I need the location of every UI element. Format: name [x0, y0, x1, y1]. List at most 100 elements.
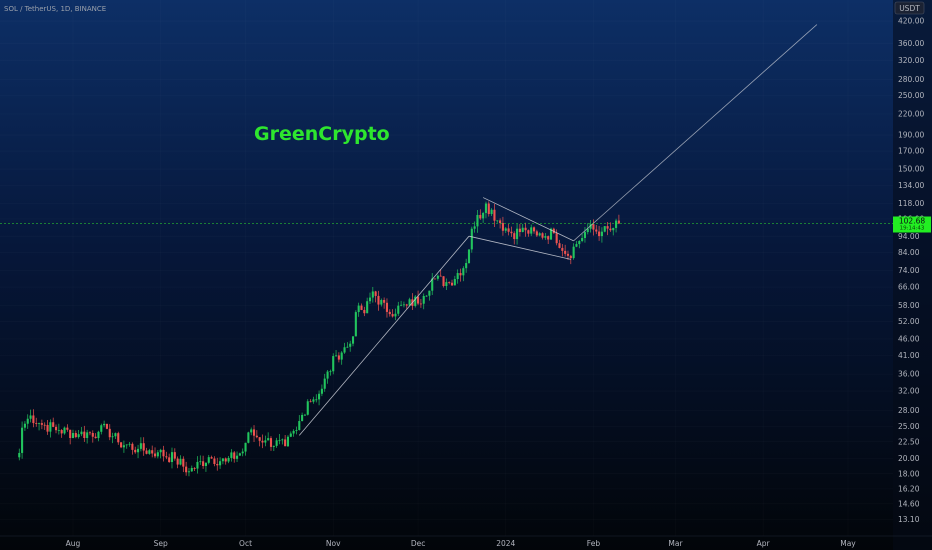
candle-body — [52, 422, 55, 427]
candle-body — [383, 299, 386, 303]
candle-body — [572, 246, 575, 259]
price-tick-label: 360.00 — [898, 39, 924, 48]
candle-body — [428, 290, 431, 296]
candle-body — [306, 401, 309, 415]
price-tick-label: 250.00 — [898, 91, 924, 100]
candle-body — [227, 457, 230, 462]
candle-body — [69, 429, 72, 438]
price-axis[interactable]: 420.00 360.00 320.00 280.00 250.00 220.00 190.… — [898, 17, 924, 524]
candle-body — [555, 233, 558, 244]
candle-body — [402, 304, 405, 306]
target-projection-line[interactable] — [573, 24, 818, 242]
candle-body — [18, 452, 21, 458]
candle-body — [535, 231, 538, 236]
candle-body — [609, 228, 612, 231]
candle-body — [298, 421, 301, 431]
candle-body — [510, 231, 513, 234]
candle-body — [74, 433, 77, 438]
candle-body — [148, 450, 151, 454]
candle-body — [340, 352, 343, 360]
candle-body — [482, 212, 485, 219]
candle-body — [439, 275, 442, 277]
price-tick-label: 25.00 — [898, 422, 920, 431]
candle-body — [86, 432, 89, 439]
last-price-value: 102.68 — [899, 216, 925, 225]
candle-body — [125, 444, 128, 446]
price-tick-label: 16.20 — [898, 484, 920, 493]
price-tick-label: 36.00 — [898, 370, 920, 379]
candle-body — [255, 435, 258, 438]
candle-body — [419, 303, 422, 305]
candle-body — [289, 433, 292, 437]
candle-body — [221, 458, 224, 462]
currency-label: USDT — [899, 4, 920, 13]
time-tick-label: 2024 — [496, 539, 515, 548]
candle-body — [49, 422, 52, 432]
candle-body — [349, 343, 352, 347]
candle-body — [261, 440, 264, 443]
price-tick-label: 20.00 — [898, 454, 920, 463]
candle-body — [575, 244, 578, 247]
candle-body — [190, 468, 193, 472]
candle-body — [94, 436, 97, 439]
candle-body — [88, 432, 92, 434]
candle-body — [185, 466, 188, 473]
price-axis-panel — [893, 0, 932, 550]
candle-body — [337, 355, 340, 360]
price-tick-label: 420.00 — [898, 17, 924, 26]
time-axis[interactable]: Aug Sep Oct Nov Dec 2024 Feb Mar Apr May — [66, 539, 857, 548]
candle-body — [264, 440, 267, 443]
candle-body — [156, 452, 159, 457]
candle-body — [292, 430, 295, 434]
candle-body — [493, 209, 496, 221]
candle-body — [408, 299, 411, 306]
price-tick-label: 41.00 — [898, 351, 920, 360]
candle-body — [182, 458, 185, 467]
flagpole-line[interactable] — [298, 235, 470, 436]
candle-body — [442, 276, 445, 286]
flag-lower-line[interactable] — [468, 235, 571, 260]
candle-body — [473, 226, 476, 229]
flag-upper-line[interactable] — [482, 197, 574, 242]
candle-body — [32, 415, 35, 424]
candle-body — [219, 461, 222, 466]
currency-badge[interactable]: USDT — [894, 1, 925, 15]
candle-body — [176, 458, 179, 465]
candle-body — [26, 418, 29, 424]
candle-body — [549, 228, 553, 240]
time-tick-label: Nov — [326, 539, 341, 548]
candle-body — [332, 356, 335, 372]
candle-body — [54, 426, 58, 431]
candle-body — [544, 236, 547, 238]
candle-body — [97, 431, 100, 439]
candle-body — [436, 275, 439, 279]
candle-body — [377, 295, 380, 305]
candle-body — [615, 220, 618, 228]
candle-body — [131, 443, 134, 450]
candle-body — [518, 228, 521, 233]
price-tick-label: 134.00 — [898, 181, 924, 190]
candle-body — [134, 449, 137, 453]
candle-body — [561, 247, 564, 251]
candle-body — [320, 388, 323, 394]
price-tick-label: 170.00 — [898, 147, 924, 156]
time-tick-label: Apr — [757, 539, 771, 548]
candle-body — [433, 278, 437, 280]
candle-body — [108, 428, 111, 438]
candle-body — [450, 282, 454, 286]
time-tick-label: May — [840, 539, 856, 548]
candle-body — [465, 263, 468, 269]
candle-body — [137, 448, 140, 453]
candle-body — [351, 336, 355, 344]
candle-body — [462, 268, 465, 276]
candle-body — [600, 231, 603, 237]
symbol-header: SOL / TetherUS, 1D, BINANCE — [4, 5, 106, 13]
price-tick-label: 220.00 — [898, 110, 924, 119]
candle-body — [247, 432, 250, 443]
candle-body — [448, 282, 451, 283]
candle-body — [394, 313, 397, 317]
candle-body — [281, 439, 284, 441]
candle-body — [295, 430, 298, 431]
candle-body — [496, 220, 499, 222]
